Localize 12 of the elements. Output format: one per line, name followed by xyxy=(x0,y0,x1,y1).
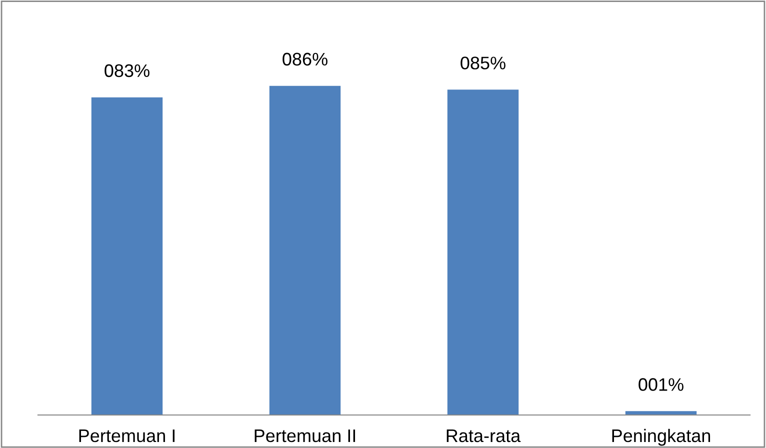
x-tick-label: Rata-rata xyxy=(446,430,521,442)
data-label: 086% xyxy=(282,52,328,66)
bar xyxy=(625,411,697,415)
data-label: 001% xyxy=(638,378,684,391)
bar xyxy=(269,86,341,415)
bar xyxy=(91,97,163,415)
x-tick-label: Pertemuan II xyxy=(254,430,356,442)
bar xyxy=(447,90,519,415)
x-tick-label: Peningkatan xyxy=(612,428,710,446)
data-label: 083% xyxy=(104,64,150,78)
x-tick-label: Pertemuan I xyxy=(79,430,175,442)
data-label: 085% xyxy=(460,56,506,70)
